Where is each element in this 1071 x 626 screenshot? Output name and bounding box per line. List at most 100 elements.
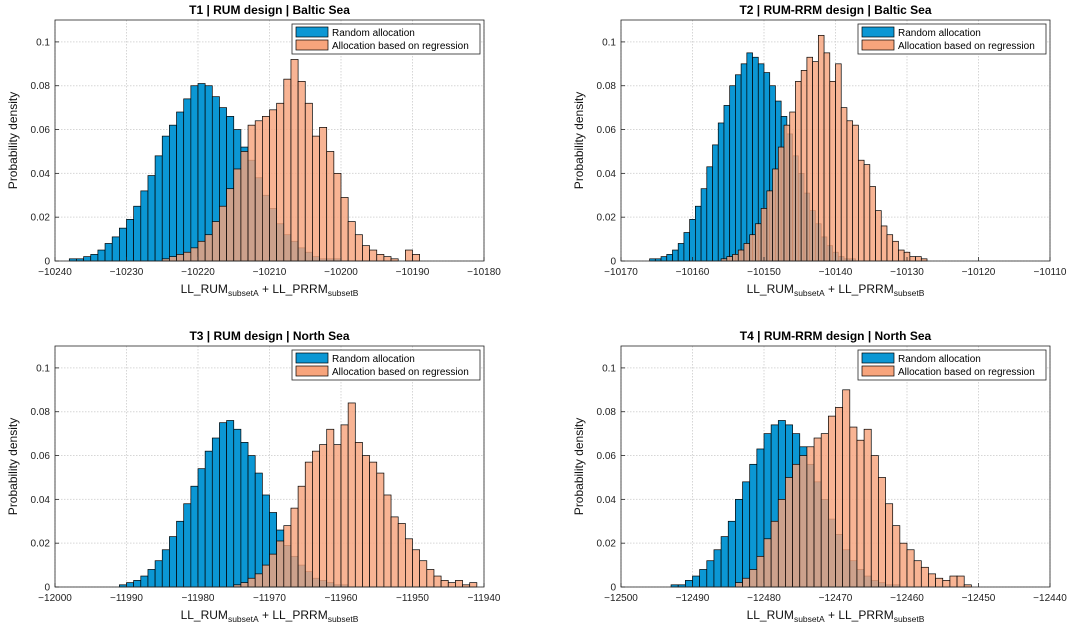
bar-regression xyxy=(892,240,899,262)
bar-regression xyxy=(898,249,905,262)
bar-regression xyxy=(880,225,888,262)
bar-regression xyxy=(204,234,213,262)
legend-label-random: Random allocation xyxy=(332,28,415,39)
bar-random xyxy=(749,463,758,588)
bar-random xyxy=(742,481,751,588)
bar-random xyxy=(118,227,127,262)
y-axis-label: Probability density xyxy=(6,92,20,189)
x-tick-label: −10170 xyxy=(604,267,638,278)
bar-random xyxy=(147,175,156,262)
bar-regression xyxy=(297,80,306,262)
bar-regression xyxy=(376,472,385,588)
bar-random xyxy=(684,580,693,588)
bar-random xyxy=(692,575,701,588)
x-tick-label: −11990 xyxy=(110,593,143,604)
bar-random xyxy=(706,560,715,588)
bar-regression xyxy=(440,580,449,588)
x-tick-label: −12470 xyxy=(819,593,853,604)
x-tick-label: −11960 xyxy=(325,593,358,604)
bar-regression xyxy=(283,78,292,262)
x-axis-label: LL_RUMsubsetA + LL_PRRMsubsetB xyxy=(181,608,359,624)
bar-random xyxy=(169,536,177,588)
histogram-panel-4: −12500 −12490 −12480 −12470 −12460 −12450 −124… xyxy=(572,329,1067,624)
y-axis-label: Probability density xyxy=(6,418,20,515)
bar-regression xyxy=(743,243,751,262)
y-tick-label: 0.02 xyxy=(31,213,51,224)
bar-random xyxy=(190,485,199,588)
bar-regression xyxy=(412,549,421,588)
x-tick-label: −10240 xyxy=(38,267,72,278)
bar-regression xyxy=(763,538,772,588)
bar-regression xyxy=(760,208,768,262)
x-tick-label: −10210 xyxy=(253,267,287,278)
bar-random xyxy=(147,569,156,588)
bar-regression xyxy=(333,444,342,588)
histogram-panel-3: −12000 −11990 −11980 −11970 −11960 −11950 −119… xyxy=(6,329,501,624)
y-tick-label: 0 xyxy=(44,257,50,268)
bar-random xyxy=(183,503,192,588)
bar-regression xyxy=(176,254,185,262)
x-tick-label: −12460 xyxy=(890,593,924,604)
bar-random xyxy=(735,499,743,588)
bar-random xyxy=(126,582,135,588)
bar-random xyxy=(740,63,748,262)
bar-regression xyxy=(304,102,313,262)
legend-label-regression: Allocation based on regression xyxy=(898,367,1035,378)
bar-regression xyxy=(319,444,328,588)
bar-regression xyxy=(433,575,442,588)
bar-regression xyxy=(347,402,356,588)
legend-swatch-random xyxy=(861,26,895,38)
bar-random xyxy=(197,83,206,262)
bar-random xyxy=(83,256,92,262)
x-axis-label: LL_RUMsubsetA + LL_PRRMsubsetB xyxy=(747,282,925,298)
x-tick-label: −10150 xyxy=(747,267,781,278)
legend-swatch-regression xyxy=(861,365,895,377)
bar-random xyxy=(169,124,177,262)
series-allocation-regression xyxy=(735,389,972,588)
x-tick-label: −10140 xyxy=(819,267,853,278)
x-tick-label: −10110 xyxy=(1034,267,1067,278)
bar-random xyxy=(677,243,685,262)
bar-regression xyxy=(383,256,392,262)
bar-random xyxy=(695,205,702,262)
bar-random xyxy=(233,428,242,588)
bar-regression xyxy=(749,234,756,262)
legend-label-random: Random allocation xyxy=(898,28,981,39)
bar-random xyxy=(672,249,679,262)
bar-random xyxy=(729,85,736,262)
y-tick-label: 0.1 xyxy=(602,363,616,374)
legend: Random allocation Allocation based on reg… xyxy=(291,23,481,55)
series-allocation-regression xyxy=(161,59,421,262)
bar-regression xyxy=(942,580,951,588)
bar-regression xyxy=(878,477,886,588)
bar-regression xyxy=(405,249,413,262)
bar-regression xyxy=(856,439,865,588)
bar-regression xyxy=(426,569,435,588)
bar-random xyxy=(712,144,719,262)
bar-random xyxy=(204,450,213,588)
bar-regression xyxy=(777,499,786,588)
y-tick-label: 0.1 xyxy=(36,363,50,374)
bar-regression xyxy=(913,560,922,588)
x-tick-label: −11980 xyxy=(182,593,215,604)
bar-random xyxy=(133,580,142,588)
bar-random xyxy=(183,98,192,262)
bar-regression xyxy=(254,120,263,262)
y-tick-label: 0.02 xyxy=(597,539,617,550)
bar-regression xyxy=(233,168,242,262)
bar-random xyxy=(706,166,713,262)
y-axis-label: Probability density xyxy=(572,92,586,189)
bar-regression xyxy=(863,164,871,262)
bar-random xyxy=(176,520,185,588)
bar-regression xyxy=(827,415,836,588)
y-tick-label: 0.04 xyxy=(31,495,51,506)
bar-regression xyxy=(397,523,406,588)
bar-regression xyxy=(928,573,936,588)
bar-regression xyxy=(276,540,285,588)
legend-label-random: Random allocation xyxy=(898,354,981,365)
y-tick-label: 0.08 xyxy=(31,407,51,418)
y-tick-label: 0.06 xyxy=(597,451,617,462)
bar-regression xyxy=(766,190,773,262)
bar-regression xyxy=(817,34,825,262)
bar-regression xyxy=(362,455,370,588)
